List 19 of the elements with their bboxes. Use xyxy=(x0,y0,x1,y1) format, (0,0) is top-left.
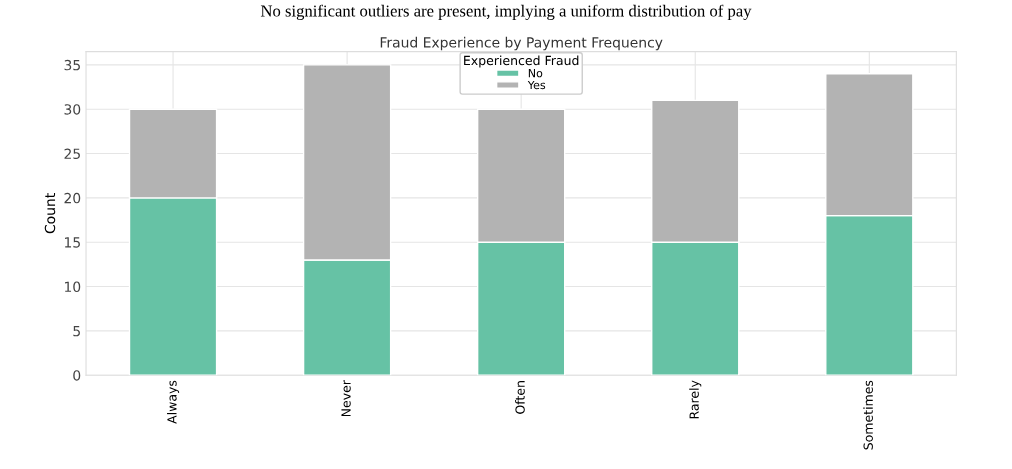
legend-label: No xyxy=(528,69,543,78)
legend-title: Experienced Fraud xyxy=(464,55,579,68)
y-tick-label: 15 xyxy=(65,237,80,248)
x-tick-label: Rarely xyxy=(689,380,702,419)
y-tick-label: 5 xyxy=(73,326,80,337)
text: No significant outliers are present, implying a uniform distribution of pay xyxy=(260,4,752,21)
x-tick-label: Never xyxy=(341,380,351,417)
x-tick-label: Always xyxy=(167,380,180,424)
x-tick-label: Sometimes xyxy=(863,380,873,450)
y-tick-label: 0 xyxy=(73,370,81,381)
x-tick-label: Often xyxy=(515,381,525,414)
y-axis-title: Count xyxy=(44,193,56,234)
legend-label: Yes xyxy=(527,80,546,90)
y-tick-label: 20 xyxy=(64,192,81,204)
y-tick-label: 25 xyxy=(64,148,80,160)
y-tick-label: 10 xyxy=(65,281,81,293)
y-tick-label: 35 xyxy=(64,59,80,71)
y-tick-label: 30 xyxy=(64,104,81,115)
chart-title: Fraud Experience by Payment Frequency xyxy=(380,36,663,51)
